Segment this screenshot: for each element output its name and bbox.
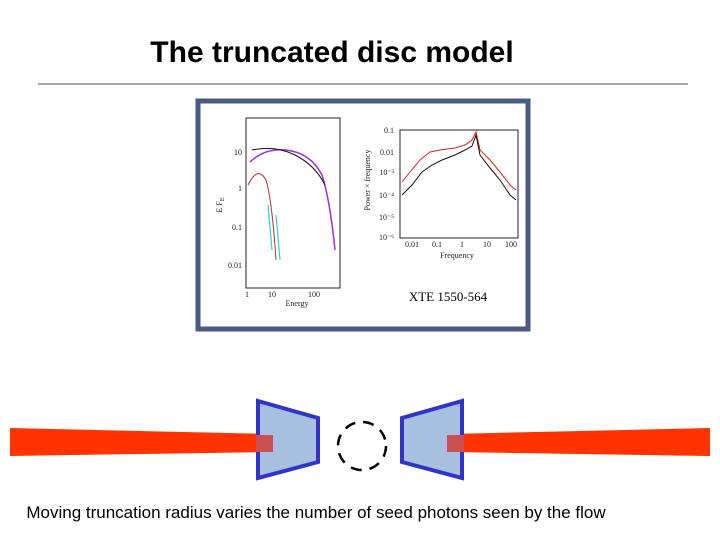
source-label: XTE 1550-564 <box>409 289 488 304</box>
curve <box>251 147 326 186</box>
curve <box>249 149 336 251</box>
caption: Moving truncation radius varies the numb… <box>26 503 606 522</box>
overlap-left <box>256 435 273 452</box>
x-tick-label: 0.01 <box>405 240 419 249</box>
x-tick-label: 10 <box>268 290 276 299</box>
y-tick-label: 1 <box>238 184 242 193</box>
overlap-right <box>447 435 464 452</box>
curve <box>401 133 517 201</box>
left-plot: 10 1 0.1 0.01 1 10 100 Energy E FE <box>215 117 341 308</box>
x-axis-label: Frequency <box>440 251 474 260</box>
y-tick-label: 0.01 <box>228 261 242 270</box>
title: The truncated disc model <box>150 36 513 69</box>
flow-right <box>400 398 464 481</box>
black-hole <box>336 420 388 472</box>
disc-left <box>10 428 270 456</box>
y-tick-label: 10⁻⁵ <box>379 213 394 222</box>
curve <box>401 130 517 191</box>
curve <box>247 173 277 261</box>
y-tick-label: 10⁻³ <box>379 168 394 177</box>
y-axis-label-sub: E <box>220 197 226 201</box>
flow-left <box>256 398 320 481</box>
x-axis-label: Energy <box>286 299 309 308</box>
x-tick-label: 1 <box>460 240 464 249</box>
curve <box>267 204 281 261</box>
x-tick-label: 0.1 <box>432 240 442 249</box>
y-tick-label: 10⁻⁴ <box>379 191 394 200</box>
y-tick-label: 10 <box>234 148 242 157</box>
x-tick-label: 1 <box>245 290 249 299</box>
x-tick-label: 10 <box>483 240 491 249</box>
disc-right <box>450 428 710 456</box>
y-tick-label: 0.01 <box>380 148 394 157</box>
y-tick-label: 10⁻⁶ <box>379 233 394 242</box>
plot-frame <box>245 117 341 289</box>
plot-frame <box>399 129 519 239</box>
y-tick-label: 0.1 <box>384 126 394 135</box>
y-axis-label: E FE <box>215 197 226 212</box>
x-tick-label: 100 <box>308 290 320 299</box>
y-axis-label-main: E F <box>215 201 224 213</box>
x-tick-label: 100 <box>505 240 517 249</box>
y-tick-label: 0.1 <box>232 223 242 232</box>
y-axis-label: Power × frequency <box>363 150 372 211</box>
right-plot: 0.1 0.01 10⁻³ 10⁻⁴ 10⁻⁵ 10⁻⁶ 0.01 0.1 1 … <box>363 126 519 304</box>
